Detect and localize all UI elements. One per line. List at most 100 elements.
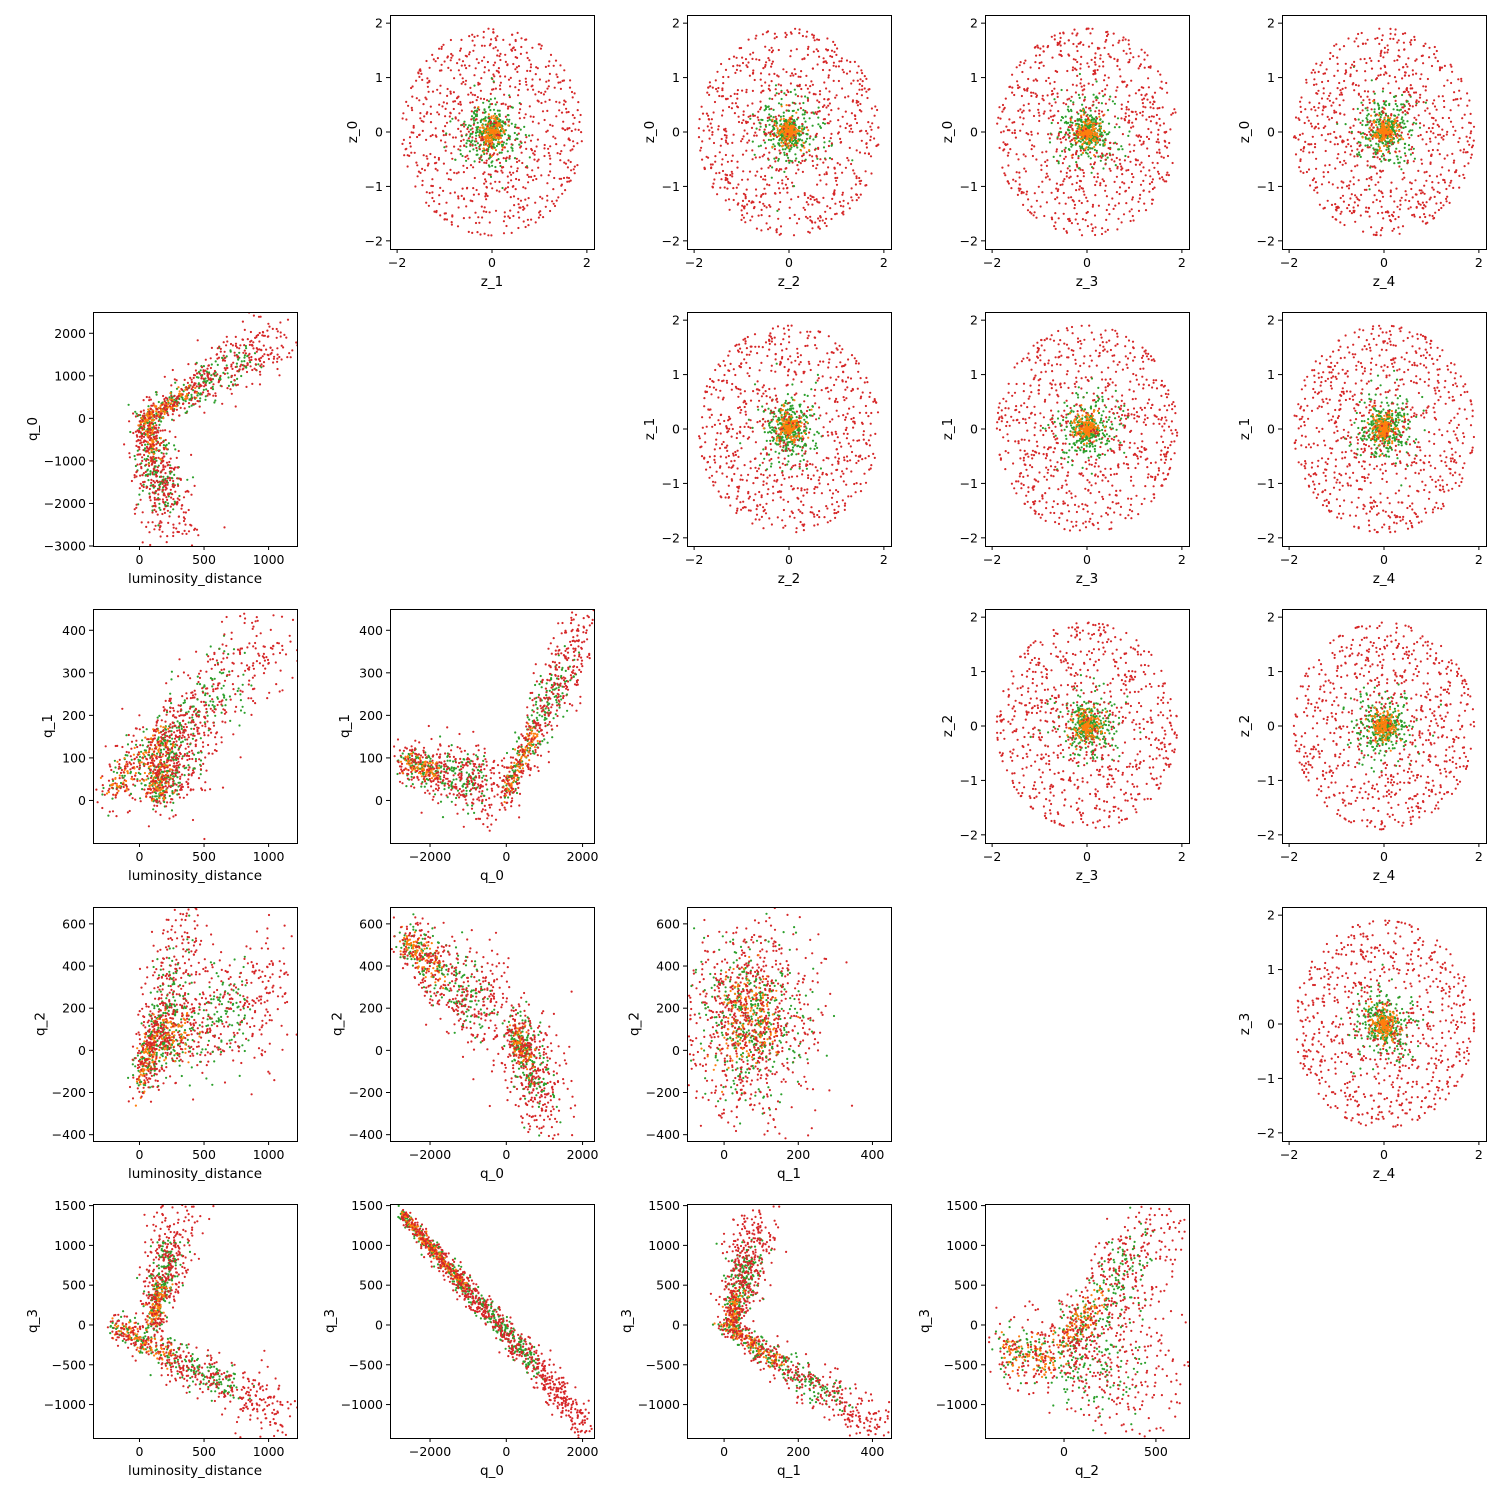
scatter-point xyxy=(457,195,460,198)
scatter-point xyxy=(708,81,712,84)
scatter-point xyxy=(518,117,522,120)
scatter-point xyxy=(1013,129,1017,132)
scatter-point xyxy=(486,60,489,64)
scatter-point xyxy=(1346,207,1349,210)
scatter-point xyxy=(488,132,491,136)
scatter-point xyxy=(1165,146,1169,149)
scatter-point xyxy=(780,90,783,94)
scatter-point xyxy=(446,55,449,58)
scatter-point xyxy=(1142,189,1145,192)
scatter-point xyxy=(477,216,480,219)
scatter-point xyxy=(1463,113,1466,116)
scatter-point xyxy=(774,88,777,91)
scatter-point xyxy=(1359,214,1362,217)
scatter-point xyxy=(1025,193,1028,196)
scatter-point xyxy=(1111,153,1115,156)
scatter-point xyxy=(1370,114,1373,117)
scatter-point xyxy=(811,203,814,206)
y-tick-label: −2 xyxy=(662,233,680,248)
scatter-point xyxy=(1023,167,1026,170)
scatter-point xyxy=(532,115,535,118)
scatter-point xyxy=(773,192,777,195)
scatter-point xyxy=(741,214,744,217)
scatter-point xyxy=(818,173,821,177)
scatter-point xyxy=(519,199,523,202)
scatter-point xyxy=(773,72,776,75)
scatter-point xyxy=(773,32,777,35)
scatter-point xyxy=(1139,111,1142,114)
scatter-point xyxy=(830,109,833,112)
scatter-point xyxy=(755,34,758,37)
scatter-point xyxy=(1091,42,1094,45)
scatter-point xyxy=(1381,90,1384,93)
scatter-point xyxy=(1098,92,1101,95)
scatter-point xyxy=(488,142,492,145)
scatter-point xyxy=(1415,122,1418,125)
scatter-point xyxy=(1147,127,1150,131)
scatter-point xyxy=(491,88,494,91)
scatter-point xyxy=(798,28,801,31)
scatter-point xyxy=(824,60,827,63)
scatter-point xyxy=(1139,63,1142,66)
scatter-point xyxy=(1087,45,1091,48)
scatter-point xyxy=(1104,102,1107,105)
scatter-point xyxy=(1142,179,1145,182)
scatter-point xyxy=(806,47,810,51)
scatter-point xyxy=(823,81,826,84)
scatter-point xyxy=(768,113,771,116)
scatter-point xyxy=(1081,129,1084,132)
scatter-point xyxy=(524,80,528,83)
scatter-point xyxy=(790,138,793,142)
scatter-point xyxy=(758,58,761,62)
scatter-point xyxy=(1422,85,1425,88)
scatter-point xyxy=(792,234,796,237)
scatter-point xyxy=(1388,141,1391,145)
scatter-point xyxy=(1401,178,1404,181)
scatter-point xyxy=(504,60,507,64)
scatter-point xyxy=(783,92,786,95)
scatter-point xyxy=(824,210,827,213)
scatter-point xyxy=(1063,135,1066,138)
scatter-point xyxy=(1042,50,1045,53)
scatter-point xyxy=(1333,143,1336,146)
scatter-point xyxy=(860,179,863,182)
scatter-point xyxy=(1396,105,1399,108)
scatter-point xyxy=(476,142,479,145)
scatter-point xyxy=(1375,198,1378,201)
scatter-point xyxy=(822,196,825,199)
scatter-point xyxy=(543,154,546,158)
scatter-point xyxy=(403,154,406,157)
scatter-point xyxy=(1365,117,1368,120)
scatter-point xyxy=(1087,82,1090,85)
scatter-point xyxy=(1065,103,1068,106)
scatter-point xyxy=(1373,194,1376,197)
scatter-point xyxy=(1387,116,1390,119)
scatter-point xyxy=(1107,33,1110,36)
scatter-point xyxy=(1379,176,1382,179)
scatter-point xyxy=(1042,45,1045,48)
scatter-point xyxy=(482,136,485,139)
scatter-point xyxy=(1366,146,1369,149)
scatter-point xyxy=(1038,119,1041,123)
scatter-point xyxy=(449,59,452,62)
scatter-point xyxy=(779,125,782,128)
scatter-point xyxy=(506,191,509,194)
scatter-point xyxy=(805,74,808,77)
scatter-point xyxy=(408,142,412,145)
scatter-point xyxy=(773,120,776,123)
scatter-point xyxy=(1080,116,1083,119)
scatter-point xyxy=(1113,102,1116,105)
scatter-point xyxy=(1124,112,1127,115)
scatter-point xyxy=(840,57,844,60)
scatter-point xyxy=(499,88,502,91)
scatter-point xyxy=(1098,109,1101,112)
scatter-point xyxy=(1056,189,1059,193)
scatter-point xyxy=(1409,41,1412,44)
scatter-point xyxy=(507,78,511,81)
scatter-point xyxy=(533,158,536,161)
scatter-point xyxy=(1407,144,1411,147)
scatter-point xyxy=(816,63,819,66)
scatter-point xyxy=(1078,228,1081,231)
scatter-point xyxy=(1114,204,1117,207)
scatter-point xyxy=(785,175,788,178)
